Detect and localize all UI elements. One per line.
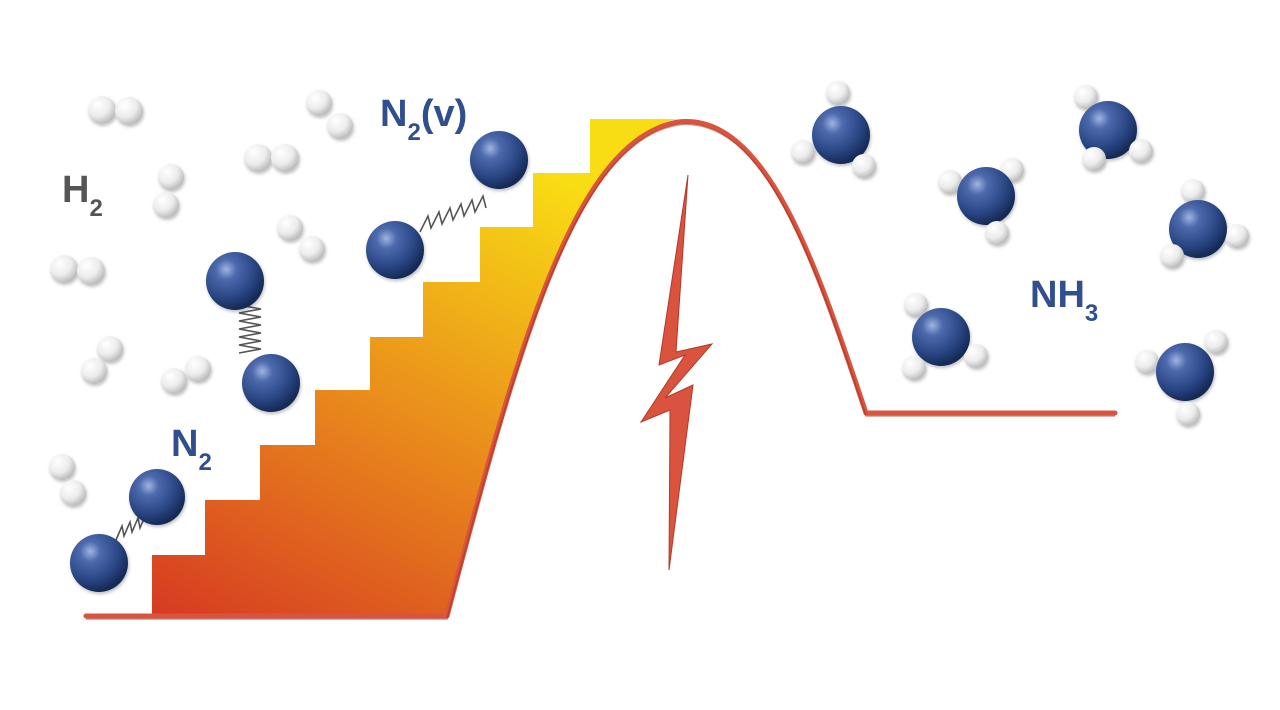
label-h2: H2 [62,169,103,222]
lightning-bolt-icon [639,174,714,571]
h2-molecule [161,356,211,394]
label-nh3-sub: 3 [1085,300,1098,327]
nh3-molecule [938,158,1024,245]
energy-barrier-curve [83,119,1118,619]
label-n2-main: N [171,423,198,465]
label-n2v: N2(v) [380,93,467,146]
h2-molecule [244,144,299,172]
n2-molecule-vibrating [366,131,528,279]
label-h2-main: H [62,169,89,211]
label-n2v-sub: 2 [407,119,420,146]
label-h2-sub: 2 [89,195,102,222]
label-nh3-main: NH [1030,274,1085,316]
nh3-molecule [1135,330,1228,426]
nh3-molecule [1160,179,1249,268]
energy-barrier-curve-shade [86,123,1115,620]
nh3-molecule [902,293,988,380]
h2-molecule [153,164,184,218]
h2-molecule [306,90,353,139]
hydrogen-molecules [49,90,353,506]
n2-molecule-excited-vertical [206,252,300,412]
h2-molecule [277,215,325,262]
nh3-molecule [791,81,876,178]
spring-bond-icon [115,513,147,541]
label-n2v-main: N [380,93,407,135]
h2-molecule [49,454,86,506]
vibrational-staircase [152,119,678,616]
label-nh3: NH3 [1030,274,1098,327]
nh3-molecule [1074,85,1153,171]
label-n2v-tail: (v) [421,93,467,135]
spring-bond-icon [419,193,487,233]
h2-molecule [50,255,105,285]
spring-bond-icon [238,304,262,354]
ammonia-molecules [791,81,1249,426]
h2-molecule [88,96,143,125]
n2-molecule-ground [70,469,185,592]
label-n2: N2 [171,423,212,476]
label-n2-sub: 2 [198,449,211,476]
h2-molecule [81,336,123,384]
